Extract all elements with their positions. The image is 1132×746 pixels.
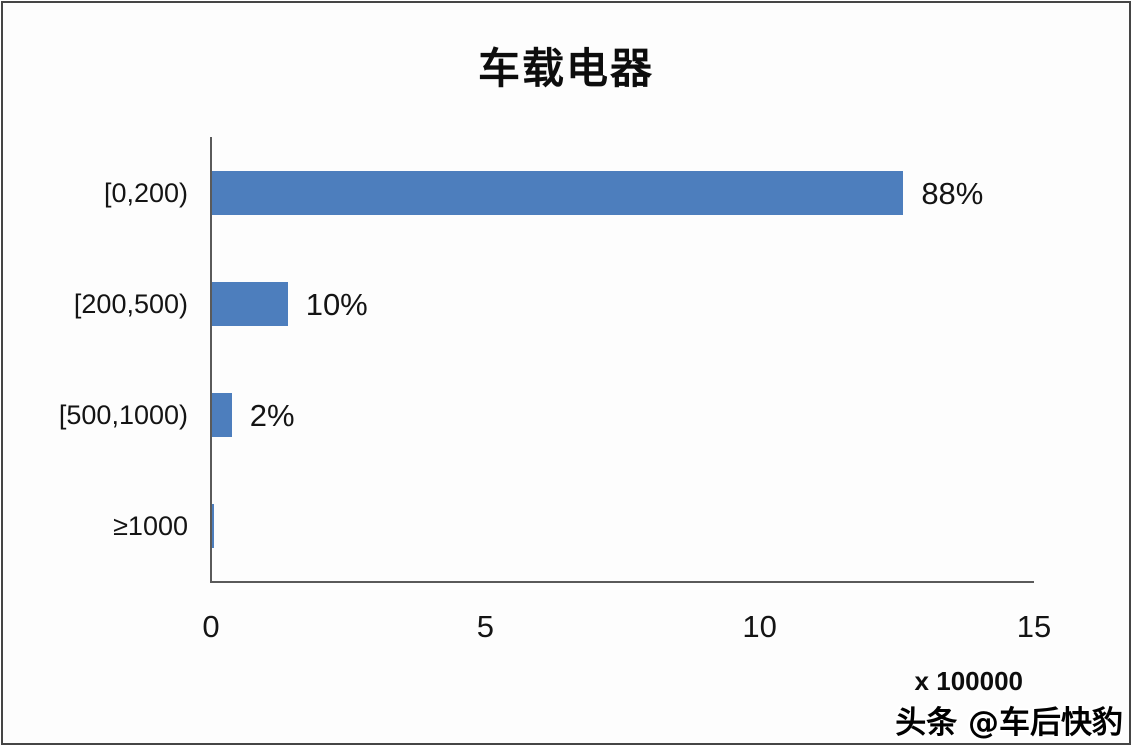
value-label: 88% (921, 175, 984, 211)
x-tick-label: 10 (742, 609, 777, 644)
x-tick-label: 15 (1016, 609, 1052, 644)
category-label: ≥1000 (113, 510, 188, 541)
bar (212, 392, 232, 437)
x-tick-label: 0 (202, 609, 220, 644)
category-label: [200,500) (73, 288, 188, 319)
category-label: [500,1000) (58, 399, 188, 430)
x-axis-line (210, 581, 1034, 583)
x-tick-label: 5 (476, 609, 494, 644)
bar (212, 503, 215, 548)
bar (212, 170, 904, 215)
value-label: 2% (249, 397, 295, 433)
watermark-text: 头条 @车后快豹 (895, 705, 1123, 741)
value-label: 10% (305, 286, 368, 322)
y-axis-line (210, 137, 212, 583)
plot-area: [0,200) 88% [200,500) 10% [500,1000) 2% ≥1000 … (3, 3, 1129, 743)
chart-title: 车载电器 (477, 44, 654, 93)
bar (212, 281, 288, 326)
category-label: [0,200) (103, 177, 188, 208)
axis-unit-label: x 100000 (914, 666, 1023, 696)
